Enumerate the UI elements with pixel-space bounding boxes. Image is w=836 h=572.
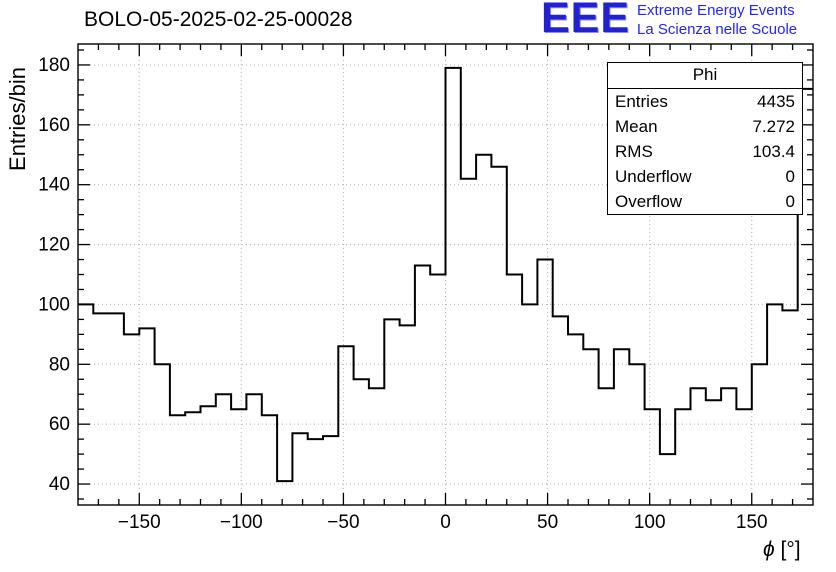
stats-box-title: Phi: [608, 63, 802, 89]
stats-value: 103.4: [752, 142, 795, 161]
stats-row-rms: RMS 103.4: [608, 139, 802, 164]
x-tick-label: −50: [327, 512, 359, 533]
y-tick-label: 60: [49, 414, 70, 435]
x-tick-label: 50: [537, 512, 558, 533]
x-axis-unit: [°]: [774, 538, 801, 561]
x-tick-label: 150: [736, 512, 768, 533]
y-tick-label: 100: [38, 294, 70, 315]
y-tick-label: 160: [38, 115, 70, 136]
eee-logo-text: Extreme Energy Events La Scienza nelle S…: [637, 0, 797, 40]
stats-row-underflow: Underflow 0: [608, 164, 802, 189]
phi-symbol: ϕ: [763, 538, 775, 561]
page-title: BOLO-05-2025-02-25-00028: [84, 8, 353, 31]
stats-label: Mean: [615, 117, 658, 136]
stats-row-overflow: Overflow 0: [608, 189, 802, 214]
stats-value: 4435: [757, 92, 795, 111]
stats-value: 0: [785, 192, 795, 211]
eee-logo-line2: La Scienza nelle Scuole: [637, 20, 798, 38]
tick-labels: −150 −100 −50 0 50 100 150 40 60 80 100 120 140 160 18…: [38, 55, 767, 533]
stats-label: Underflow: [615, 167, 692, 186]
x-tick-label: 100: [634, 512, 666, 533]
y-tick-label: 40: [49, 474, 70, 495]
stats-label: RMS: [615, 142, 653, 161]
y-tick-label: 180: [38, 55, 70, 76]
stats-label: Overflow: [615, 192, 683, 211]
eee-logo-line1: Extreme Energy Events: [637, 2, 795, 19]
eee-logo: EEE Extreme Energy Events La Scienza nel…: [541, 0, 797, 40]
histogram-step-line: [78, 66, 813, 483]
axis-ticks: [78, 44, 813, 505]
y-tick-label: 120: [38, 235, 70, 256]
x-tick-label: −150: [118, 512, 161, 533]
eee-logo-acronym: EEE: [541, 0, 631, 42]
y-tick-label: 140: [38, 175, 70, 196]
stats-row-mean: Mean 7.272: [608, 114, 802, 139]
y-tick-label: 80: [49, 354, 70, 375]
stats-value: 0: [785, 167, 795, 186]
x-axis-title: ϕ [°]: [763, 538, 801, 562]
x-tick-label: −100: [220, 512, 263, 533]
stats-label: Entries: [615, 92, 668, 111]
stats-box: Phi Entries 4435 Mean 7.272 RMS 103.4 Un…: [607, 62, 803, 215]
stats-row-entries: Entries 4435: [608, 89, 802, 114]
y-axis-title: Entries/bin: [5, 67, 30, 171]
stats-value: 7.272: [752, 117, 795, 136]
x-tick-label: 0: [440, 512, 451, 533]
